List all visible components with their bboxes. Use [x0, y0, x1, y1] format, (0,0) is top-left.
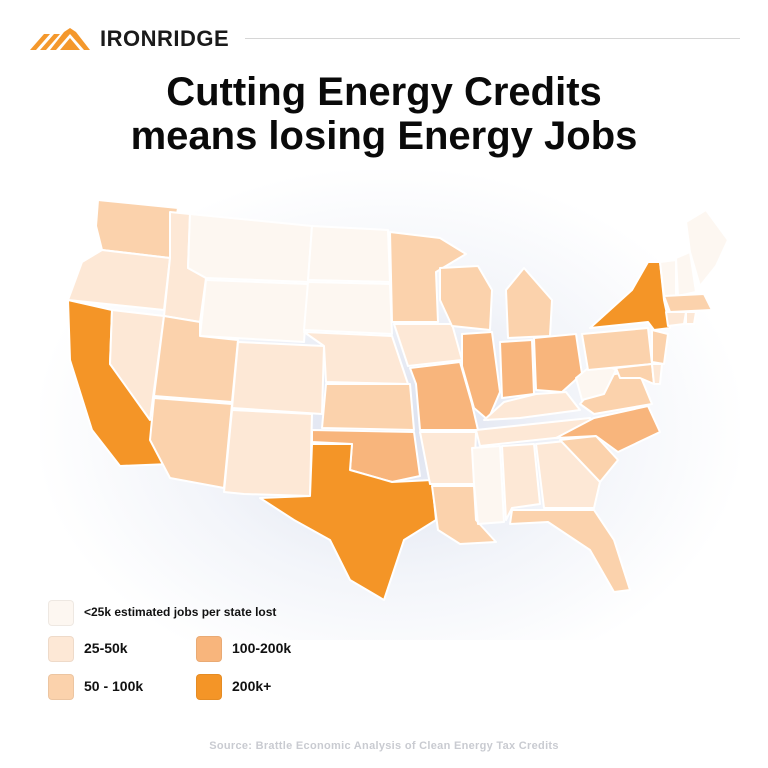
state-nevada	[109, 309, 165, 421]
state-north-dakota	[307, 225, 391, 283]
legend-label-lt25: <25k estimated jobs per state lost	[84, 605, 277, 619]
state-vermont	[659, 259, 677, 297]
title-line-2: means losing Energy Jobs	[130, 114, 638, 158]
state-minnesota	[389, 231, 467, 323]
state-delaware	[651, 363, 663, 385]
state-south-dakota	[303, 281, 393, 335]
legend-swatch-200-plus	[196, 674, 222, 700]
state-florida	[509, 509, 631, 593]
brand-name: IRONRIDGE	[100, 26, 230, 51]
state-new-hampshire	[675, 251, 697, 297]
legend-swatch-lt25	[48, 600, 74, 626]
legend-label-200-plus: 200k+	[232, 678, 272, 694]
state-arkansas	[419, 431, 477, 485]
state-washington	[95, 199, 179, 259]
title-line-1: Cutting Energy Credits	[166, 70, 602, 114]
state-ohio	[533, 333, 583, 393]
state-new-jersey	[651, 329, 669, 365]
page-title: Cutting Energy Credits means losing Ener…	[0, 70, 768, 158]
header-divider	[245, 38, 740, 39]
state-maryland	[615, 363, 655, 385]
state-maine	[685, 209, 729, 287]
state-oregon	[67, 249, 171, 311]
legend: <25k estimated jobs per state lost 25-50…	[48, 600, 408, 710]
state-texas	[259, 443, 437, 601]
source-note: Source: Brattle Economic Analysis of Cle…	[209, 740, 559, 752]
legend-label-50-100: 50 - 100k	[84, 678, 144, 694]
state-kansas	[321, 383, 415, 431]
state-colorado	[231, 341, 325, 415]
state-mississippi	[471, 445, 505, 525]
header: IRONRIDGE	[30, 22, 740, 56]
state-wyoming	[199, 279, 309, 343]
state-massachusetts	[663, 293, 713, 313]
state-pennsylvania	[581, 327, 653, 371]
legend-swatch-50-100	[48, 674, 74, 700]
mountain-stripes-logo	[30, 28, 90, 50]
legend-swatch-25-50	[48, 636, 74, 662]
state-iowa	[393, 323, 463, 367]
legend-swatch-100-200	[196, 636, 222, 662]
state-kentucky	[483, 391, 581, 421]
state-wisconsin	[439, 265, 493, 331]
state-michigan	[505, 267, 553, 339]
state-utah	[153, 315, 239, 403]
state-indiana	[499, 339, 535, 399]
state-montana	[187, 213, 313, 283]
legend-label-100-200: 100-200k	[232, 640, 292, 656]
legend-label-25-50: 25-50k	[84, 640, 128, 656]
state-arizona	[149, 397, 233, 489]
state-new-york	[589, 261, 671, 331]
state-connecticut	[665, 311, 687, 327]
state-new-mexico	[223, 409, 313, 497]
state-rhode-island	[685, 311, 697, 325]
state-north-carolina	[555, 405, 661, 453]
state-alabama	[501, 443, 541, 521]
